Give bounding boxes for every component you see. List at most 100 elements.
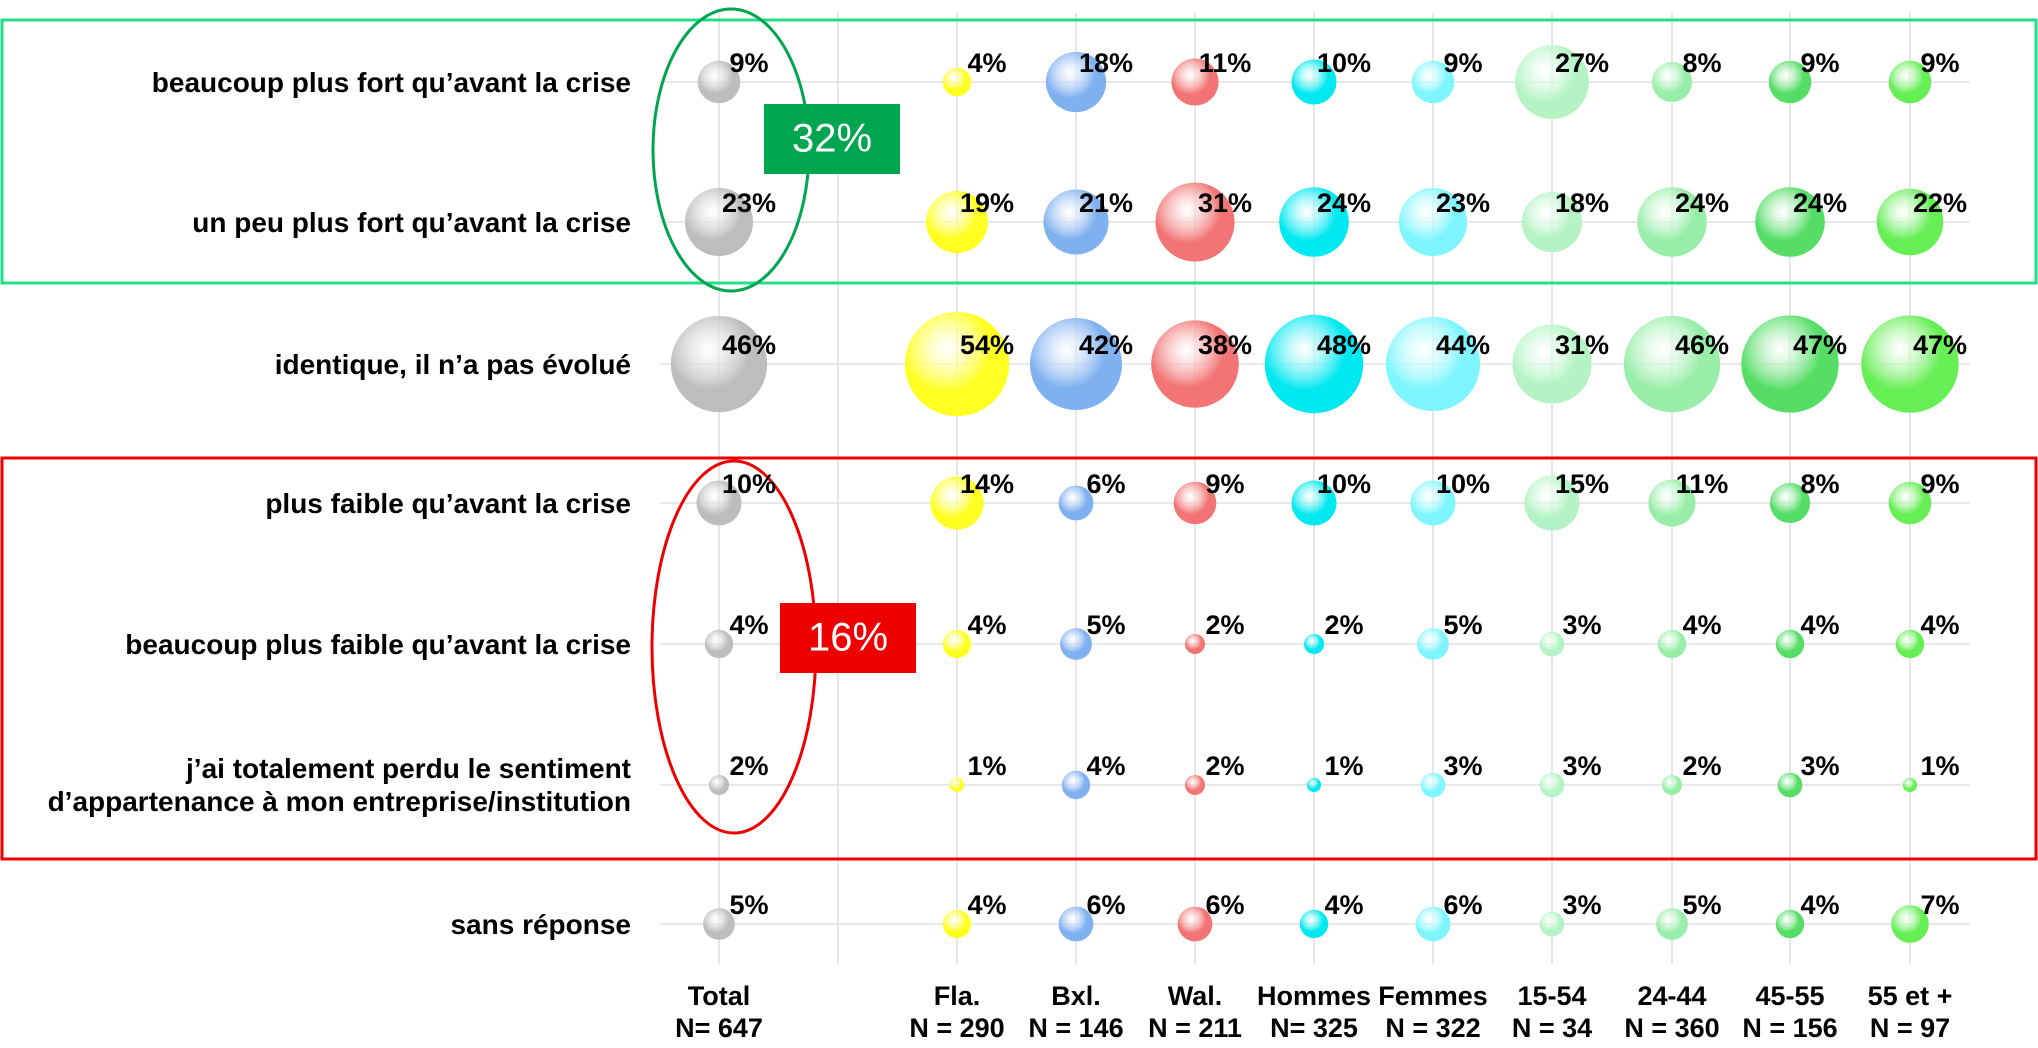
bubble [1648, 479, 1696, 527]
value-label: 18% [1079, 48, 1133, 78]
value-label: 3% [1443, 751, 1482, 781]
bubble [1512, 324, 1592, 404]
value-label: 2% [729, 751, 768, 781]
value-label: 1% [1920, 751, 1959, 781]
column-label: Wal. [1168, 981, 1223, 1011]
value-label: 4% [967, 610, 1006, 640]
column-n-label: N = 211 [1148, 1013, 1242, 1043]
value-label: 4% [967, 48, 1006, 78]
bubble [904, 311, 1010, 417]
bubble [1657, 629, 1687, 659]
bubble [926, 191, 988, 253]
value-label: 6% [1443, 890, 1482, 920]
value-label: 9% [1920, 48, 1959, 78]
bubble [670, 315, 768, 413]
column-n-label: N= 647 [675, 1013, 763, 1043]
value-label: 31% [1555, 330, 1609, 360]
bubble [1891, 905, 1929, 943]
bubble [1299, 909, 1329, 939]
bubble [1539, 631, 1565, 657]
row-label: beaucoup plus fort qu’avant la crise [151, 66, 631, 98]
column-label: Femmes [1378, 981, 1488, 1011]
value-label: 10% [1317, 469, 1371, 499]
bubble [1184, 774, 1206, 796]
value-label: 3% [1562, 751, 1601, 781]
bubble [1415, 906, 1451, 942]
bubble [1385, 316, 1481, 412]
value-label: 47% [1913, 330, 1967, 360]
value-label: 10% [722, 469, 776, 499]
column-label: 15-54 [1517, 981, 1586, 1011]
bubble [1656, 908, 1688, 940]
row-label: identique, il n’a pas évolué [274, 348, 631, 380]
bubble [1303, 633, 1325, 655]
bubble [1061, 770, 1091, 800]
bubble [1058, 485, 1094, 521]
bubble [1398, 187, 1468, 257]
column-label: 24-44 [1637, 981, 1706, 1011]
row-label: beaucoup plus faible qu’avant la crise [125, 628, 631, 660]
value-label: 4% [1682, 610, 1721, 640]
value-label: 46% [722, 330, 776, 360]
bubble [1291, 59, 1337, 105]
value-label: 24% [1675, 188, 1729, 218]
bubble [930, 476, 984, 530]
value-label: 4% [1800, 890, 1839, 920]
value-label: 4% [1920, 610, 1959, 640]
value-label: 2% [1205, 610, 1244, 640]
bubble [1775, 909, 1805, 939]
value-label: 47% [1793, 330, 1847, 360]
value-label: 42% [1079, 330, 1133, 360]
positive-group-box [0, 18, 2038, 285]
bubble [704, 629, 734, 659]
value-label: 10% [1436, 469, 1490, 499]
column-n-label: N = 97 [1870, 1013, 1950, 1043]
value-label: 7% [1920, 890, 1959, 920]
value-label: 18% [1555, 188, 1609, 218]
value-label: 9% [1443, 48, 1482, 78]
annotation-box [780, 603, 916, 673]
value-label: 8% [1682, 48, 1721, 78]
bubble [1029, 317, 1123, 411]
column-label: 55 et + [1868, 981, 1953, 1011]
column-label: 45-55 [1755, 981, 1824, 1011]
value-label: 48% [1317, 330, 1371, 360]
value-label: 9% [1205, 469, 1244, 499]
value-label: 22% [1913, 188, 1967, 218]
value-label: 8% [1800, 469, 1839, 499]
column-n-label: N = 290 [909, 1013, 1004, 1043]
column-label: Bxl. [1051, 981, 1101, 1011]
bubble [1888, 60, 1932, 104]
column-n-label: N = 156 [1742, 1013, 1837, 1043]
bubble [1043, 189, 1109, 255]
column-label: Total [688, 981, 751, 1011]
bubble [1155, 182, 1235, 262]
column-n-label: N = 146 [1028, 1013, 1123, 1043]
bubble [1888, 481, 1932, 525]
value-label: 3% [1562, 890, 1601, 920]
bubble [1775, 629, 1805, 659]
value-label: 9% [729, 48, 768, 78]
bubble [1171, 58, 1219, 106]
value-label: 44% [1436, 330, 1490, 360]
value-label: 4% [729, 610, 768, 640]
bubble [1895, 629, 1925, 659]
bubble [1521, 191, 1583, 253]
bubble [1539, 911, 1565, 937]
value-label: 11% [1676, 469, 1729, 499]
value-label: 24% [1317, 188, 1371, 218]
value-label: 1% [967, 751, 1006, 781]
bubble [1411, 60, 1455, 104]
value-label: 2% [1324, 610, 1363, 640]
bubble [1060, 628, 1092, 660]
column-label: Hommes [1257, 981, 1371, 1011]
column-label: Fla. [934, 981, 981, 1011]
value-label: 5% [1682, 890, 1721, 920]
value-label: 23% [722, 188, 776, 218]
bubble [1755, 187, 1825, 257]
value-label: 2% [1682, 751, 1721, 781]
column-n-label: N = 322 [1385, 1013, 1480, 1043]
value-label: 4% [1800, 610, 1839, 640]
bubble [1661, 774, 1683, 796]
